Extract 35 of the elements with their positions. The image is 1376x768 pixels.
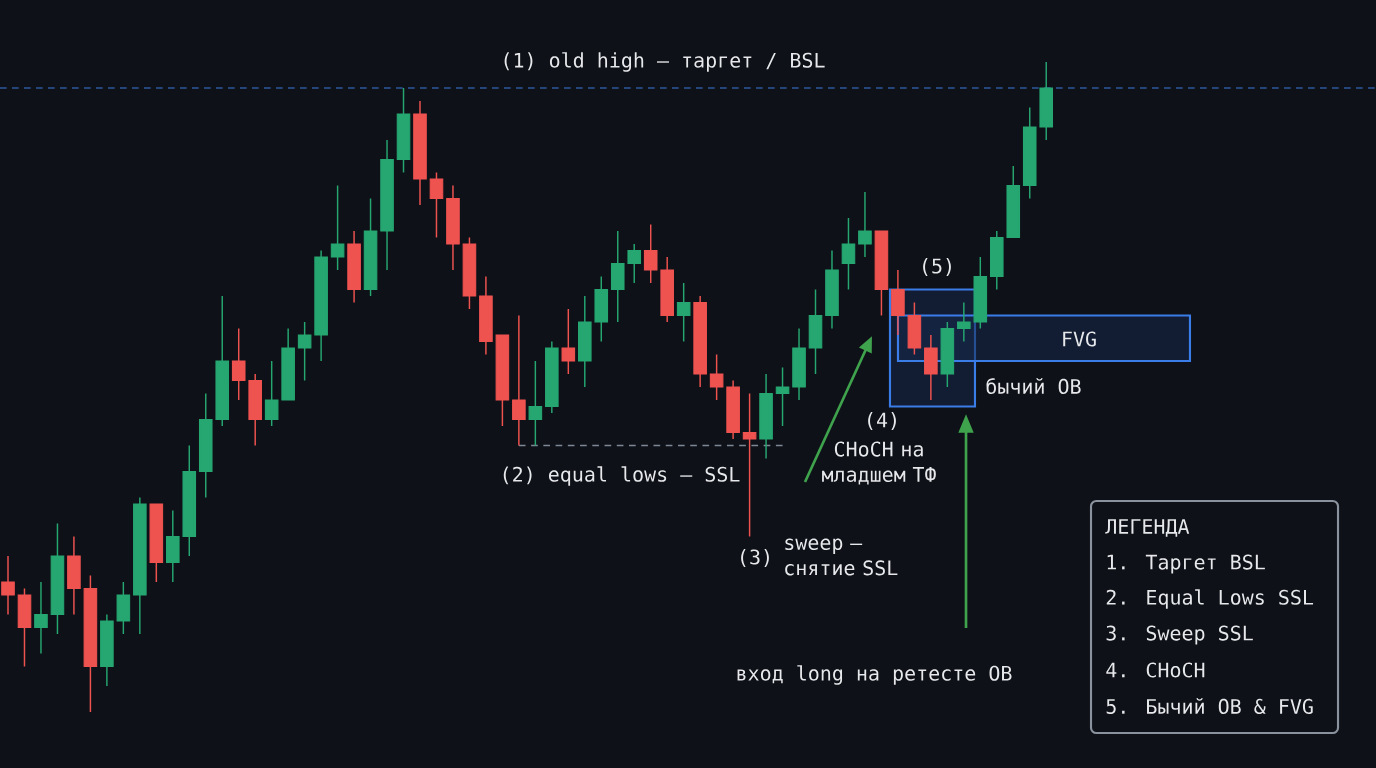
candlestick	[742, 392, 757, 538]
text: 5. Бычий OB & FVG	[1106, 698, 1313, 714]
annotation: вход long на ретесте OB	[737, 665, 1012, 685]
candlestick	[841, 217, 856, 291]
candlestick	[676, 282, 691, 343]
candlestick	[561, 308, 576, 375]
candlestick	[297, 321, 312, 382]
text: 4. CHoCH	[1106, 662, 1205, 678]
band-label: бычий OB	[986, 378, 1081, 394]
text: 1. Таргет BSL	[1107, 554, 1265, 574]
annotation: sweep — снятие SSL	[785, 538, 898, 576]
text: 2. Equal Lows SSL	[1106, 589, 1314, 609]
ref-line-label: (1) old high — таргет / BSL	[504, 52, 825, 72]
candlestick	[957, 301, 971, 343]
annotation: (5)	[923, 258, 951, 276]
candlestick	[858, 191, 872, 258]
text: ЛЕГЕНДА	[1105, 519, 1190, 537]
candlestick	[528, 360, 543, 447]
annotation: CHoCH на младшем ТФ	[822, 441, 936, 485]
candlestick	[709, 353, 724, 401]
candlestick	[643, 223, 658, 284]
candlestick	[34, 581, 48, 655]
candlestick	[775, 366, 790, 427]
annotation: (2) equal lows — SSL	[503, 466, 740, 486]
annotation: (4)	[868, 412, 896, 430]
candlestick	[264, 360, 279, 427]
text: 3. Sweep SSL	[1106, 625, 1253, 645]
candlestick	[512, 314, 526, 447]
candlestick	[231, 327, 246, 401]
candlestick	[330, 184, 345, 271]
candlestick	[1, 555, 15, 616]
band-label: FVG	[1063, 331, 1096, 347]
candlestick	[627, 243, 642, 284]
candlestick	[429, 171, 444, 239]
annotation: (3)	[741, 549, 769, 567]
